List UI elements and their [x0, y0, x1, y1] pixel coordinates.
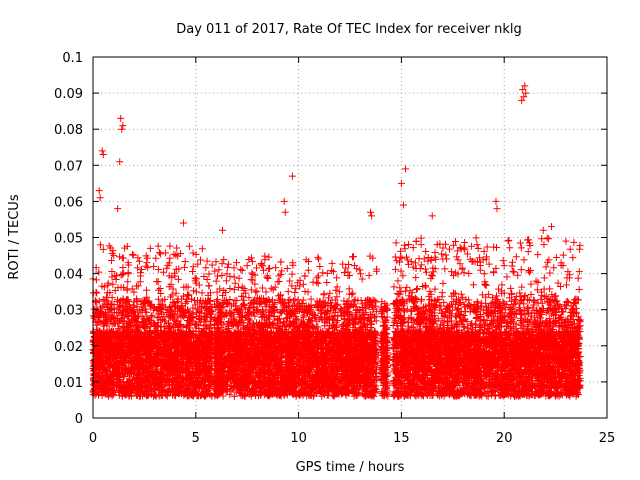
data-point	[222, 277, 230, 285]
data-point	[175, 265, 183, 273]
data-point	[156, 249, 164, 257]
data-point	[272, 264, 280, 272]
data-point	[181, 258, 189, 266]
data-point	[166, 254, 174, 262]
data-point	[226, 284, 234, 292]
data-point	[290, 297, 298, 305]
data-point	[185, 242, 193, 250]
data-point	[108, 256, 116, 264]
data-point	[258, 284, 266, 292]
data-point	[212, 258, 220, 266]
data-point	[203, 276, 211, 284]
data-point	[135, 257, 143, 265]
data-point	[198, 245, 206, 253]
data-point	[358, 275, 366, 283]
data-point	[349, 289, 357, 297]
data-point	[243, 262, 251, 270]
data-point	[157, 250, 165, 258]
data-point	[168, 291, 176, 299]
data-point	[129, 250, 137, 258]
data-point	[315, 255, 323, 263]
data-point	[181, 263, 189, 271]
data-point	[205, 282, 213, 290]
data-point	[189, 249, 197, 257]
data-point	[144, 264, 152, 272]
data-point	[356, 270, 364, 278]
data-point	[284, 288, 292, 296]
data-point	[154, 242, 162, 250]
data-point	[142, 262, 150, 270]
data-point	[109, 280, 117, 288]
data-point	[111, 287, 119, 295]
data-point	[162, 249, 170, 257]
data-point	[143, 259, 151, 267]
data-point	[152, 254, 160, 262]
data-point	[314, 279, 322, 287]
data-point	[192, 250, 200, 258]
data-point	[167, 302, 175, 310]
data-point	[143, 293, 151, 301]
data-point	[124, 311, 132, 319]
data-point	[172, 289, 180, 297]
data-point	[307, 295, 315, 303]
data-point	[218, 260, 226, 268]
data-point	[143, 286, 151, 294]
data-point	[314, 272, 322, 280]
data-point	[189, 267, 197, 275]
data-point	[173, 244, 181, 252]
data-point	[194, 260, 202, 268]
data-point	[174, 275, 182, 283]
data-point	[134, 264, 142, 272]
data-point	[92, 276, 100, 284]
data-point	[166, 242, 174, 250]
data-point	[202, 264, 210, 272]
data-point	[113, 272, 121, 280]
data-point	[160, 268, 168, 276]
data-point	[304, 288, 312, 296]
data-point	[253, 287, 261, 295]
data-point	[123, 286, 131, 294]
chart-title: Day 011 of 2017, Rate Of TEC Index for r…	[176, 22, 522, 37]
data-point	[119, 264, 127, 272]
data-point	[96, 304, 104, 312]
data-point	[124, 269, 132, 277]
data-point	[137, 272, 145, 280]
data-point	[356, 266, 364, 274]
data-point	[169, 285, 177, 293]
data-point	[124, 278, 132, 286]
data-point	[266, 264, 274, 272]
data-point	[224, 263, 232, 271]
data-point	[137, 265, 145, 273]
data-point	[153, 314, 161, 322]
data-points	[89, 82, 584, 400]
data-point	[203, 257, 211, 265]
data-point	[118, 271, 126, 279]
data-point	[265, 265, 273, 273]
data-point	[92, 264, 100, 272]
data-point	[333, 274, 341, 282]
data-point	[146, 244, 154, 252]
data-point	[275, 278, 283, 286]
data-point	[154, 295, 162, 303]
data-point	[156, 285, 164, 293]
data-point	[119, 254, 127, 262]
data-point	[198, 289, 206, 297]
data-point	[95, 268, 103, 276]
data-point	[150, 262, 158, 270]
data-point	[195, 281, 203, 289]
data-point	[177, 250, 185, 258]
data-point	[230, 273, 238, 281]
data-point	[218, 271, 226, 279]
data-point	[153, 277, 161, 285]
data-point	[316, 263, 324, 271]
data-point	[208, 261, 216, 269]
